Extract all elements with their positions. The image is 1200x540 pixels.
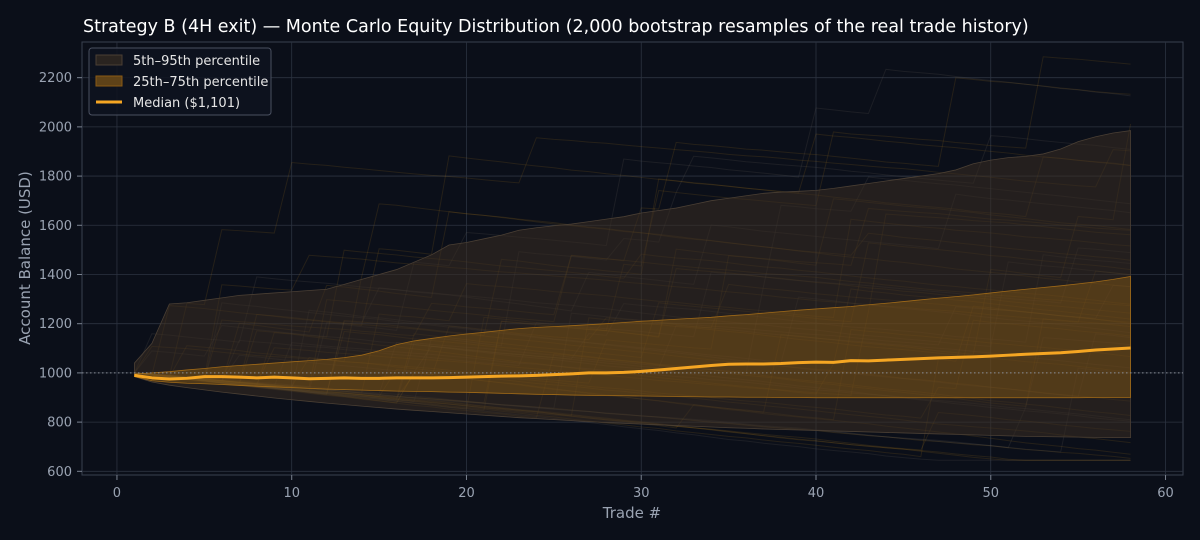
chart-title: Strategy B (4H exit) — Monte Carlo Equit…	[83, 17, 1029, 37]
y-tick-label: 1000	[39, 366, 72, 381]
legend-label-median: Median ($1,101)	[133, 96, 240, 111]
band-25-75	[134, 275, 1131, 399]
x-tick-label: 10	[283, 486, 300, 501]
legend-label-inner-band: 25th–75th percentile	[133, 75, 268, 90]
y-tick-label: 800	[47, 416, 72, 431]
y-tick-label: 2000	[39, 120, 72, 135]
y-tick-label: 2200	[39, 71, 72, 86]
x-tick-label: 30	[633, 486, 650, 501]
x-tick-label: 0	[113, 486, 121, 501]
plot-frame	[81, 41, 1184, 476]
legend-swatch-inner-band	[95, 75, 123, 87]
x-tick-label: 20	[458, 486, 475, 501]
legend-swatch-outer-band	[95, 54, 123, 66]
legend-item-inner-band: 25th–75th percentile	[95, 75, 268, 90]
legend-item-outer-band: 5th–95th percentile	[95, 54, 260, 69]
legend-label-outer-band: 5th–95th percentile	[133, 54, 260, 69]
x-axis-ticks: 0 10 20 30 40 50 60	[113, 475, 1174, 501]
median-line	[134, 346, 1131, 381]
y-tick-label: 1200	[39, 317, 72, 332]
x-tick-label: 60	[1157, 486, 1174, 501]
median-series	[134, 346, 1131, 381]
legend-item-median: Median ($1,101)	[96, 96, 240, 111]
x-tick-label: 50	[982, 486, 999, 501]
y-axis-ticks: 600 800 1000 1200 1400 1600 1800 2000 2200	[39, 71, 82, 480]
x-axis-label: Trade #	[602, 504, 661, 522]
legend: 5th–95th percentile 25th–75th percentile…	[88, 47, 272, 116]
y-tick-label: 1600	[39, 219, 72, 234]
y-tick-label: 1800	[39, 170, 72, 185]
y-tick-label: 1400	[39, 268, 72, 283]
y-axis-label: Account Balance (USD)	[16, 171, 34, 345]
y-tick-label: 600	[47, 465, 72, 480]
plot-area	[81, 41, 1184, 476]
legend-frame	[88, 47, 272, 116]
x-tick-label: 40	[808, 486, 825, 501]
